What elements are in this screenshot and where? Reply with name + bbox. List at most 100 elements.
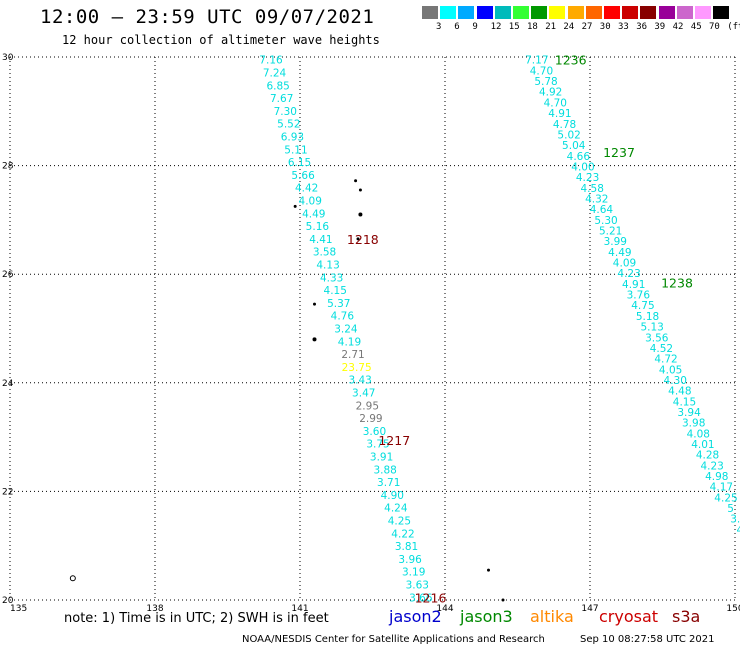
wave-height-label: 5.78	[534, 76, 557, 88]
wave-height-label: 4.32	[585, 193, 608, 205]
wave-height-label: 3.56	[645, 332, 669, 344]
wave-height-label: 4.64	[590, 204, 614, 216]
scale-label: 3	[436, 22, 442, 32]
wave-height-label: 3.91	[370, 451, 393, 463]
scale-label: 39	[654, 22, 666, 32]
wave-height-label: 4.42	[295, 183, 318, 195]
pass-time-label: 1238	[661, 275, 693, 290]
wave-height-label: 4.19	[338, 336, 361, 348]
wave-height-label: 4.33	[320, 272, 343, 284]
wave-height-label: 3.81	[395, 541, 418, 553]
scale-swatch	[494, 6, 511, 19]
scale-swatch	[658, 6, 675, 19]
wave-height-label: 4.09	[613, 258, 636, 270]
wave-height-label: 4.91	[622, 279, 645, 291]
scale-swatch	[640, 6, 657, 19]
wave-height-label: 4.76	[331, 311, 355, 323]
scale-label: 36	[636, 22, 648, 32]
wave-height-label: 5.11	[284, 144, 307, 156]
x-tick-label: 144	[436, 604, 453, 612]
legend-altika: altika	[530, 607, 574, 626]
y-tick-label: 30	[2, 53, 14, 63]
wave-height-label: 7.67	[270, 93, 293, 105]
x-tick-label: 141	[291, 604, 308, 612]
wave-height-label: 4.15	[324, 285, 347, 297]
scale-label: 21	[545, 22, 557, 32]
island-mark	[69, 575, 76, 582]
wave-height-label: 3.76	[627, 290, 651, 302]
wave-height-label: 5.18	[636, 311, 659, 323]
wave-height-label: 4.90	[381, 490, 404, 502]
wave-height-label: 4.00	[571, 161, 594, 173]
wave-height-label: 4.24	[384, 503, 408, 515]
scale-label: 12	[490, 22, 502, 32]
wave-height-label: 4.01	[691, 439, 714, 451]
scale-label: 18	[527, 22, 538, 32]
legend-jason2: jason2	[389, 607, 442, 626]
wave-height-label: 5.13	[640, 322, 663, 334]
wave-height-label: 4.13	[316, 260, 339, 272]
footer-note: note: 1) Time is in UTC; 2) SWH is in fe…	[64, 611, 329, 626]
wave-height-label: 4.08	[687, 428, 710, 440]
wave-height-label: 4.75	[631, 300, 654, 312]
y-tick-label: 20	[2, 596, 14, 606]
y-tick-label: 22	[2, 487, 13, 497]
island-mark	[312, 337, 317, 342]
wave-height-label: 4.91	[548, 108, 571, 120]
footer-timestamp: Sep 10 08:27:58 UTC 2021	[580, 634, 715, 645]
y-tick-label: 24	[2, 379, 14, 389]
island-mark	[313, 302, 316, 306]
scale-swatch	[676, 6, 693, 19]
scale-label: 27	[581, 22, 593, 32]
wave-height-label: 3.88	[373, 464, 396, 476]
wave-height-label: 3.71	[377, 477, 400, 489]
scale-swatch	[695, 6, 711, 19]
scale-label: 30	[599, 22, 611, 32]
island-mark	[487, 568, 490, 572]
wave-height-label: 5.30	[594, 215, 617, 227]
wave-height-label: 5.02	[557, 129, 580, 141]
wave-height-label: 5.37	[327, 298, 350, 310]
wave-height-label: 4.49	[608, 247, 631, 259]
wave-height-label: 5	[727, 503, 734, 515]
wave-height-label: 5.16	[306, 221, 330, 233]
x-tick-label: 150	[726, 604, 740, 612]
wave-height-label: 3.66	[409, 592, 433, 604]
wave-height-label: 4.98	[705, 471, 728, 483]
wave-height-label: 3.94	[677, 407, 701, 419]
wave-height-label: 4.23	[700, 460, 723, 472]
wave-height-label: 3.98	[682, 418, 705, 430]
scale-swatch	[622, 6, 639, 19]
wave-height-label: 3.75	[366, 439, 389, 451]
y-tick-label: 26	[2, 270, 14, 280]
wave-height-label: 4.28	[696, 450, 719, 462]
legend-s3a: s3a	[672, 607, 701, 626]
wave-height-label: 7.16	[259, 55, 283, 67]
wave-height-label: 4.09	[299, 196, 322, 208]
island-mark	[358, 188, 362, 192]
scale-swatch	[567, 6, 584, 19]
island-mark	[354, 179, 358, 183]
wave-height-label: 3.43	[348, 375, 371, 387]
wave-height-label: 4.58	[581, 183, 604, 195]
scale-label: 45	[690, 22, 702, 32]
wave-height-label: 4.23	[617, 268, 640, 280]
y-tick-label: 28	[2, 162, 14, 172]
wave-height-label: 6.93	[281, 132, 304, 144]
wave-height-label: 4.17	[710, 482, 733, 494]
wave-height-label: 4.25	[388, 515, 411, 527]
wave-height-label: 4.66	[567, 151, 591, 163]
scale-swatch	[476, 6, 493, 19]
wave-height-label: 4.49	[302, 208, 325, 220]
wave-height-label: 4.70	[530, 65, 553, 77]
scale-label: 9	[472, 22, 478, 32]
wave-height-label: 2.99	[359, 413, 382, 425]
legend-cryosat: cryosat	[599, 607, 659, 626]
wave-height-label: 3.24	[334, 324, 358, 336]
x-tick-label: 138	[146, 604, 163, 612]
scale-label: (ft)	[727, 22, 740, 32]
wave-height-label: 6.85	[266, 80, 289, 92]
wave-height-label: 3.60	[363, 426, 386, 438]
island-mark	[358, 212, 363, 217]
scale-swatch	[422, 6, 438, 19]
